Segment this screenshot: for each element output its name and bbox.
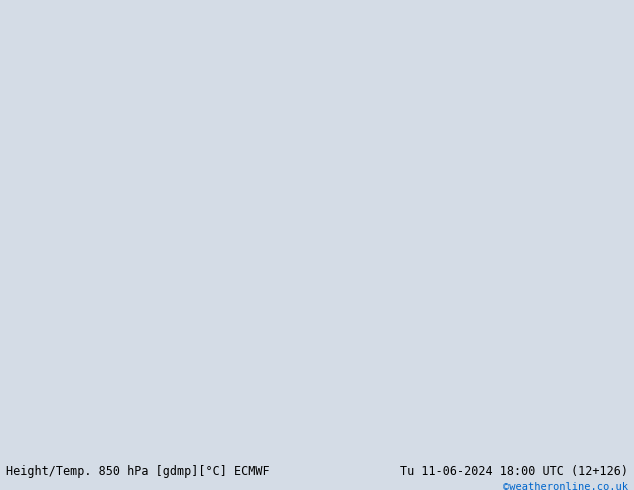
- Text: ©weatheronline.co.uk: ©weatheronline.co.uk: [503, 482, 628, 490]
- Text: Height/Temp. 850 hPa [gdmp][°C] ECMWF: Height/Temp. 850 hPa [gdmp][°C] ECMWF: [6, 465, 270, 478]
- Text: Tu 11-06-2024 18:00 UTC (12+126): Tu 11-06-2024 18:00 UTC (12+126): [399, 465, 628, 478]
